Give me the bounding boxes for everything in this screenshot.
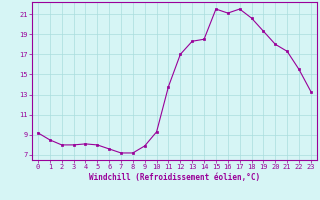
- X-axis label: Windchill (Refroidissement éolien,°C): Windchill (Refroidissement éolien,°C): [89, 173, 260, 182]
